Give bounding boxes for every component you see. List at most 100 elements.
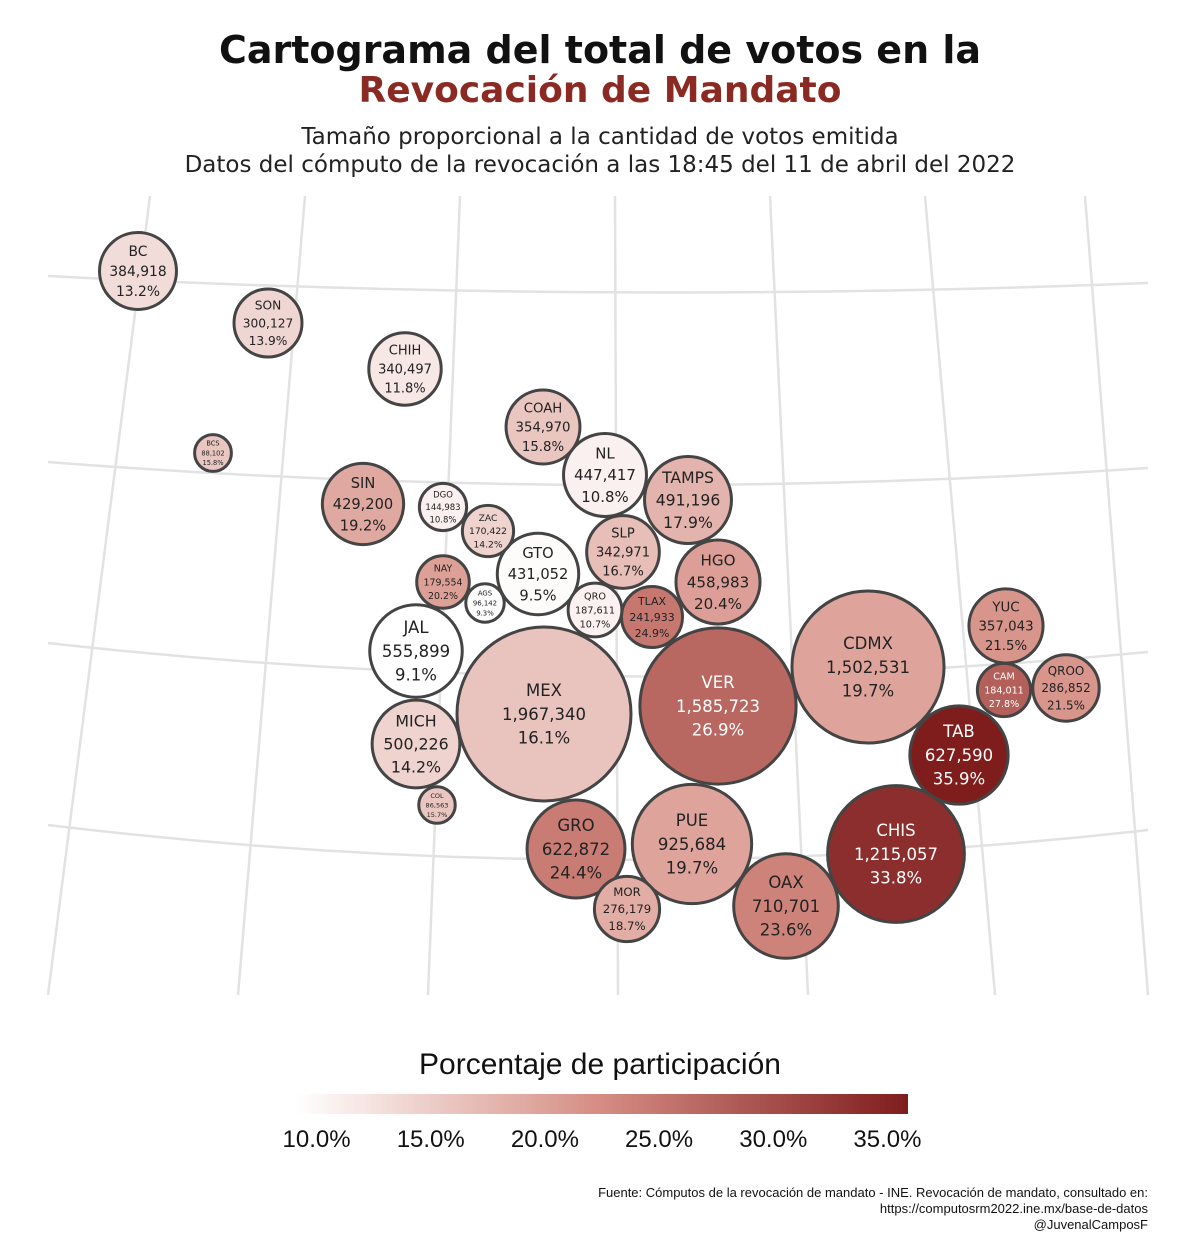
bubble-votes-label: 276,179 bbox=[603, 902, 651, 916]
bubble-gto[interactable]: GTO 431,052 9.5% bbox=[495, 531, 581, 617]
bubble-pct-label: 26.9% bbox=[692, 721, 744, 740]
bubble-circle[interactable] bbox=[368, 603, 464, 699]
bubble-circle[interactable] bbox=[495, 531, 581, 617]
bubble-tamps[interactable]: TAMPS 491,196 17.9% bbox=[643, 455, 733, 545]
bubble-coah[interactable]: COAH 354,970 15.8% bbox=[504, 388, 582, 466]
bubble-pct-label: 19.2% bbox=[340, 517, 387, 534]
bubble-state-label: OAX bbox=[768, 873, 803, 892]
bubble-pct-label: 10.8% bbox=[429, 515, 456, 525]
bubble-tlax[interactable]: TLAX 241,933 24.9% bbox=[619, 584, 685, 650]
bubble-chih[interactable]: CHIH 340,497 11.8% bbox=[367, 331, 443, 407]
bubble-nl[interactable]: NL 447,417 10.8% bbox=[562, 432, 648, 518]
bubble-circle[interactable] bbox=[975, 661, 1033, 719]
bubble-circle[interactable] bbox=[460, 503, 516, 559]
bubble-pct-label: 19.7% bbox=[666, 859, 718, 878]
bubble-circle[interactable] bbox=[732, 852, 840, 960]
bubble-zac[interactable]: ZAC 170,422 14.2% bbox=[460, 503, 516, 559]
bubble-pct-label: 11.8% bbox=[384, 381, 425, 396]
bubble-qroo[interactable]: QROO 286,852 21.5% bbox=[1031, 653, 1101, 723]
bubble-circle[interactable] bbox=[643, 455, 733, 545]
bubble-ver[interactable]: VER 1,585,723 26.9% bbox=[638, 626, 798, 786]
bubble-circle[interactable] bbox=[638, 626, 798, 786]
bubble-pue[interactable]: PUE 925,684 19.7% bbox=[630, 782, 754, 906]
bubble-pct-label: 24.9% bbox=[635, 627, 670, 640]
bubble-circle[interactable] bbox=[320, 461, 406, 547]
bubble-dgo[interactable]: DGO 144,983 10.8% bbox=[417, 481, 469, 533]
bubble-circle[interactable] bbox=[790, 589, 946, 745]
bubble-votes-label: 300,127 bbox=[243, 316, 294, 330]
bubble-qro[interactable]: QRO 187,611 10.7% bbox=[566, 581, 624, 639]
bubble-votes-label: 96,142 bbox=[473, 599, 497, 607]
bubble-jal[interactable]: JAL 555,899 9.1% bbox=[368, 603, 464, 699]
bubble-circle[interactable] bbox=[370, 698, 462, 790]
bubble-chis[interactable]: CHIS 1,215,057 33.8% bbox=[826, 784, 966, 924]
bubble-state-label: GRO bbox=[557, 816, 594, 835]
bubble-pct-label: 15.7% bbox=[427, 811, 448, 819]
bubble-pct-label: 9.1% bbox=[395, 666, 437, 685]
bubble-circle[interactable] bbox=[98, 231, 178, 311]
bubble-votes-label: 447,417 bbox=[574, 466, 636, 484]
bubble-yuc[interactable]: YUC 357,043 21.5% bbox=[967, 587, 1045, 665]
bubble-gro[interactable]: GRO 622,872 24.4% bbox=[525, 798, 627, 900]
bubble-circle[interactable] bbox=[630, 782, 754, 906]
bubble-tab[interactable]: TAB 627,590 35.9% bbox=[908, 704, 1010, 806]
bubble-cam[interactable]: CAM 184,011 27.8% bbox=[975, 661, 1033, 719]
bubble-pct-label: 13.9% bbox=[249, 334, 288, 348]
bubble-votes-label: 1,585,723 bbox=[676, 697, 760, 716]
bubble-votes-label: 340,497 bbox=[378, 363, 432, 378]
bubble-circle[interactable] bbox=[455, 625, 633, 803]
bubble-state-label: TAMPS bbox=[661, 468, 714, 487]
bubble-circle[interactable] bbox=[367, 331, 443, 407]
bubble-circle[interactable] bbox=[464, 582, 506, 624]
bubble-bc[interactable]: BC 384,918 13.2% bbox=[98, 231, 178, 311]
bubble-circle[interactable] bbox=[1031, 653, 1101, 723]
bubble-pct-label: 16.7% bbox=[602, 565, 644, 580]
bubble-circle[interactable] bbox=[566, 581, 624, 639]
bubble-pct-label: 17.9% bbox=[663, 513, 713, 532]
bubble-circle[interactable] bbox=[417, 481, 469, 533]
bubble-mich[interactable]: MICH 500,226 14.2% bbox=[370, 698, 462, 790]
bubble-hgo[interactable]: HGO 458,983 20.4% bbox=[674, 538, 762, 626]
bubble-votes-label: 384,918 bbox=[109, 264, 166, 280]
bubble-pct-label: 35.9% bbox=[933, 770, 985, 789]
bubbles-layer: MEX 1,967,340 16.1% VER 1,585,723 26.9% CDMX 1,… bbox=[98, 231, 1101, 960]
bubble-pct-label: 9.5% bbox=[519, 587, 556, 604]
bubble-circle[interactable] bbox=[193, 433, 233, 473]
bubble-sin[interactable]: SIN 429,200 19.2% bbox=[320, 461, 406, 547]
bubble-cdmx[interactable]: CDMX 1,502,531 19.7% bbox=[790, 589, 946, 745]
bubble-votes-label: 458,983 bbox=[687, 573, 749, 591]
bubble-circle[interactable] bbox=[415, 554, 471, 610]
bubble-circle[interactable] bbox=[525, 798, 627, 900]
bubble-state-label: CHIH bbox=[389, 344, 422, 359]
bubble-circle[interactable] bbox=[585, 514, 661, 590]
source-line2[interactable]: https://computosrm2022.ine.mx/base-de-da… bbox=[879, 1201, 1148, 1216]
bubble-pct-label: 13.2% bbox=[116, 284, 160, 300]
bubble-circle[interactable] bbox=[562, 432, 648, 518]
bubble-circle[interactable] bbox=[504, 388, 582, 466]
bubble-votes-label: 1,967,340 bbox=[502, 705, 586, 724]
bubble-circle[interactable] bbox=[232, 287, 304, 359]
bubble-votes-label: 710,701 bbox=[752, 897, 820, 916]
bubble-circle[interactable] bbox=[674, 538, 762, 626]
bubble-ags[interactable]: AGS 96,142 9.3% bbox=[464, 582, 506, 624]
bubble-pct-label: 14.2% bbox=[391, 757, 441, 776]
bubble-circle[interactable] bbox=[417, 785, 457, 825]
bubble-pct-label: 33.8% bbox=[870, 869, 922, 888]
bubble-state-label: COAH bbox=[524, 401, 563, 416]
bubble-state-label: COL bbox=[430, 792, 444, 800]
legend-tick-label: 30.0% bbox=[739, 1126, 808, 1153]
bubble-circle[interactable] bbox=[592, 874, 662, 944]
bubble-son[interactable]: SON 300,127 13.9% bbox=[232, 287, 304, 359]
bubble-state-label: YUC bbox=[991, 600, 1019, 615]
bubble-slp[interactable]: SLP 342,971 16.7% bbox=[585, 514, 661, 590]
graticule-line bbox=[923, 195, 997, 996]
bubble-state-label: QROO bbox=[1048, 664, 1084, 678]
bubble-mex[interactable]: MEX 1,967,340 16.1% bbox=[455, 625, 633, 803]
bubble-circle[interactable] bbox=[826, 784, 966, 924]
bubble-nay[interactable]: NAY 179,554 20.2% bbox=[415, 554, 471, 610]
bubble-mor[interactable]: MOR 276,179 18.7% bbox=[592, 874, 662, 944]
bubble-circle[interactable] bbox=[908, 704, 1010, 806]
bubble-oax[interactable]: OAX 710,701 23.6% bbox=[732, 852, 840, 960]
